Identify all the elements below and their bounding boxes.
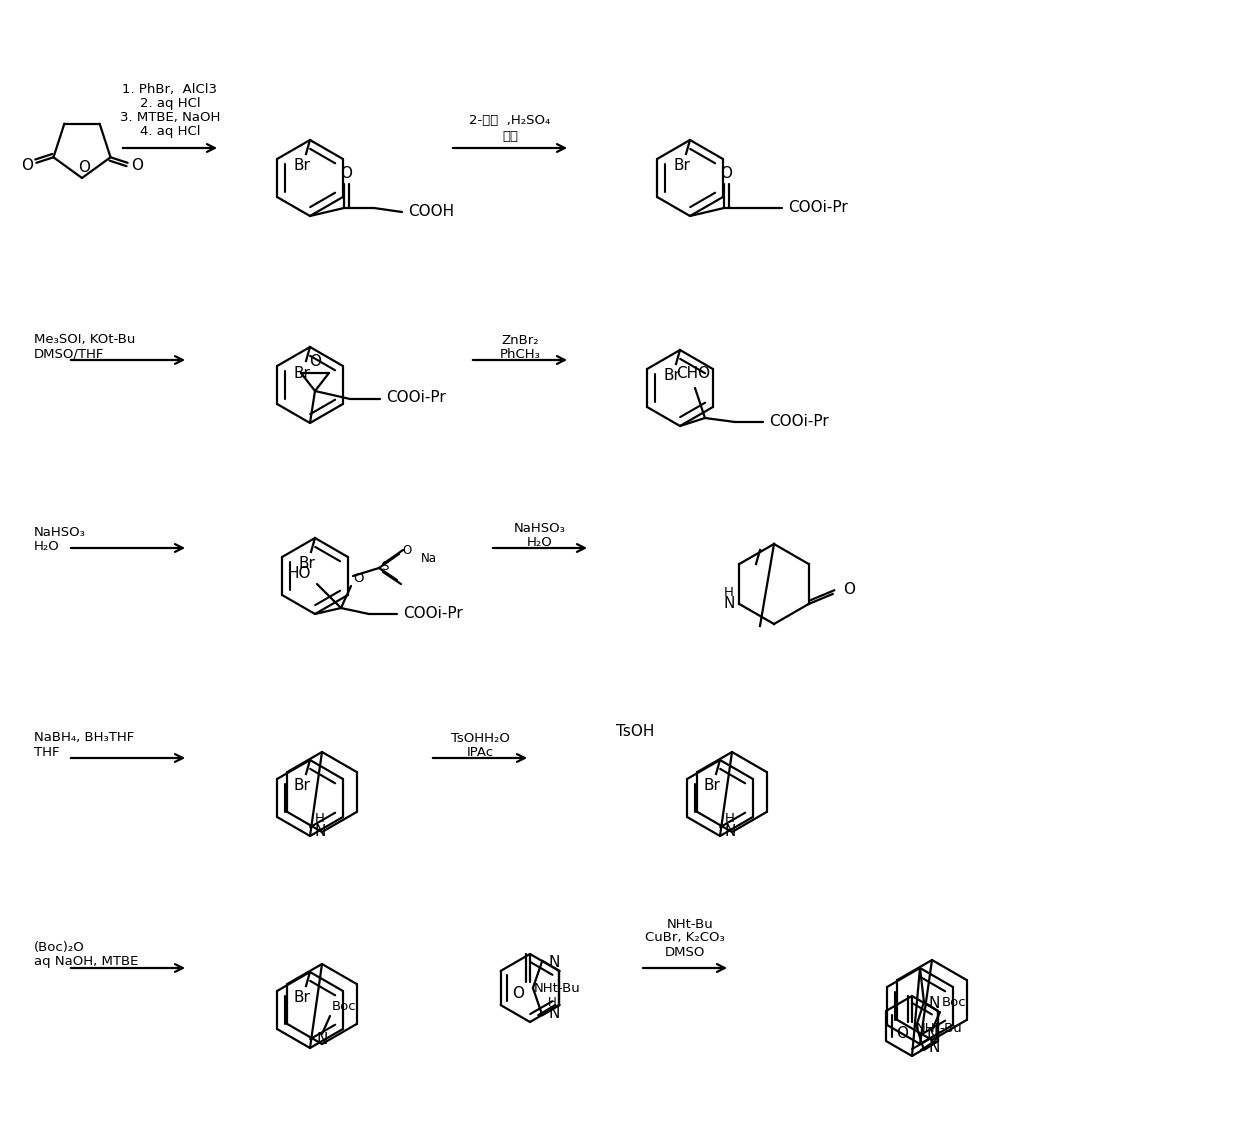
Text: Boc: Boc: [332, 1000, 357, 1012]
Text: NHt-Bu: NHt-Bu: [667, 918, 713, 930]
Text: THF: THF: [33, 745, 60, 759]
Text: H: H: [723, 583, 733, 597]
Text: N: N: [926, 1028, 937, 1044]
Text: N: N: [724, 597, 735, 611]
Text: N: N: [548, 1006, 559, 1020]
Text: H: H: [315, 812, 325, 824]
Text: S: S: [381, 560, 388, 572]
Text: (Boc)₂O: (Boc)₂O: [33, 941, 84, 955]
Text: TsOH: TsOH: [616, 724, 655, 740]
Text: N: N: [724, 823, 735, 839]
Text: aq NaOH, MTBE: aq NaOH, MTBE: [33, 956, 139, 968]
Text: O: O: [402, 544, 412, 556]
Text: Br: Br: [299, 556, 315, 572]
Text: CHO: CHO: [676, 366, 711, 382]
Text: 回流: 回流: [502, 129, 518, 143]
Text: Boc: Boc: [942, 995, 967, 1009]
Text: N: N: [316, 1033, 327, 1047]
Text: PhCH₃: PhCH₃: [500, 348, 541, 360]
Text: Br: Br: [744, 569, 760, 583]
Text: N: N: [314, 823, 326, 839]
Text: NHt-Bu: NHt-Bu: [534, 982, 580, 994]
Text: O: O: [131, 159, 143, 173]
Text: Br: Br: [663, 368, 681, 384]
Text: H₂O: H₂O: [33, 539, 60, 553]
Text: NaBH₄, BH₃THF: NaBH₄, BH₃THF: [33, 732, 134, 744]
Text: 1. PhBr,  AlCl3: 1. PhBr, AlCl3: [123, 83, 217, 97]
Text: CuBr, K₂CO₃: CuBr, K₂CO₃: [645, 931, 725, 945]
Text: NaHSO₃: NaHSO₃: [33, 526, 86, 538]
Text: TsOHH₂O: TsOHH₂O: [450, 732, 510, 744]
Text: N: N: [724, 596, 735, 610]
Text: O: O: [843, 582, 854, 598]
Text: COOi-Pr: COOi-Pr: [386, 391, 445, 405]
Text: O: O: [353, 572, 363, 584]
Text: O: O: [309, 354, 321, 368]
Text: Br: Br: [294, 991, 310, 1006]
Text: O: O: [340, 167, 352, 181]
Text: N: N: [548, 955, 559, 971]
Text: H: H: [723, 586, 733, 599]
Text: Br: Br: [744, 571, 760, 586]
Text: NaHSO₃: NaHSO₃: [515, 521, 565, 535]
Text: N: N: [929, 997, 940, 1011]
Text: N: N: [929, 1040, 940, 1055]
Text: Br: Br: [673, 159, 691, 173]
Text: H: H: [548, 995, 557, 1009]
Text: ZnBr₂: ZnBr₂: [501, 333, 539, 347]
Bar: [620, 470, 920, 650]
Text: Br: Br: [294, 778, 310, 794]
Text: Me₃SOI, KOt-Bu: Me₃SOI, KOt-Bu: [33, 333, 135, 347]
Text: NHt-Bu: NHt-Bu: [916, 1021, 962, 1035]
Text: O: O: [897, 1027, 908, 1042]
Text: H: H: [725, 812, 735, 824]
Text: HO: HO: [288, 566, 311, 581]
Text: 3. MTBE, NaOH: 3. MTBE, NaOH: [120, 111, 221, 125]
Text: O: O: [835, 582, 847, 598]
Text: H₂O: H₂O: [527, 536, 553, 548]
Text: COOi-Pr: COOi-Pr: [769, 413, 828, 429]
Text: COOi-Pr: COOi-Pr: [403, 606, 463, 620]
Text: IPAc: IPAc: [466, 745, 494, 759]
Text: DMSO: DMSO: [665, 946, 706, 958]
Text: Na: Na: [422, 552, 436, 564]
Text: DMSO/THF: DMSO/THF: [33, 348, 104, 360]
Text: O: O: [512, 986, 525, 1001]
Text: O: O: [78, 161, 91, 176]
Text: COOi-Pr: COOi-Pr: [787, 199, 848, 214]
Text: 2. aq HCl: 2. aq HCl: [140, 98, 201, 110]
Text: Br: Br: [294, 159, 310, 173]
Text: O: O: [21, 159, 32, 173]
Text: 2-丙醇  ,H₂SO₄: 2-丙醇 ,H₂SO₄: [470, 114, 551, 126]
Text: O: O: [720, 167, 732, 181]
Text: 4. aq HCl: 4. aq HCl: [140, 125, 200, 138]
Text: Br: Br: [294, 366, 310, 381]
Text: Br: Br: [703, 778, 720, 794]
Text: COOH: COOH: [408, 204, 454, 218]
